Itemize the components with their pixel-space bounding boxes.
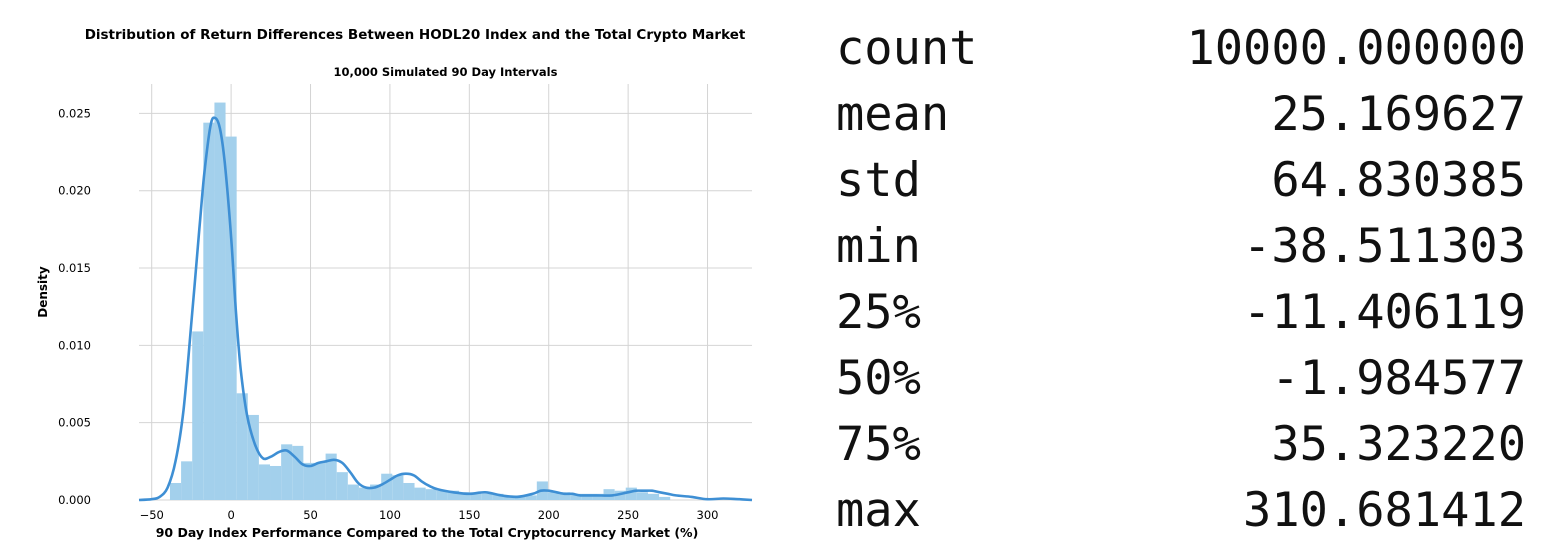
stat-value: 35.323220 (1271, 417, 1526, 472)
stat-value: -1.984577 (1271, 351, 1526, 406)
x-tick-label: 150 (458, 508, 480, 522)
histogram-bar (214, 102, 226, 500)
x-tick-label: 300 (697, 508, 719, 522)
histogram-bar (481, 493, 493, 500)
histogram-bar (370, 484, 382, 500)
histogram-bar (281, 444, 293, 500)
histogram-bar (392, 475, 404, 500)
stats-row: 75% 35.323220 (836, 412, 1526, 478)
histogram-bar (325, 453, 337, 500)
histogram-bar (414, 487, 426, 500)
summary-statistics-table: count 10000.000000 mean 25.169627 std 64.8303… (836, 16, 1526, 544)
histogram-bar (492, 493, 504, 500)
y-tick-label: 0.025 (58, 106, 91, 120)
histogram-bar (292, 445, 304, 500)
histogram-bar (425, 489, 437, 500)
chart-subtitle: 10,000 Simulated 90 Day Intervals (333, 65, 558, 79)
histogram-bar (258, 464, 271, 500)
stats-row: max 310.681412 (836, 478, 1526, 544)
y-axis-label: Density (36, 266, 50, 318)
stats-row: 50% -1.984577 (836, 346, 1526, 412)
stat-value: -38.511303 (1243, 219, 1526, 274)
stats-row: mean 25.169627 (836, 82, 1526, 148)
histogram-bar (225, 136, 237, 500)
stat-label: 75% (836, 417, 921, 472)
histogram-bar (347, 484, 359, 500)
x-tick-label: −50 (140, 508, 164, 522)
histogram-bar (636, 492, 648, 500)
histogram-bar (547, 492, 560, 500)
x-axis-label: 90 Day Index Performance Compared to the… (156, 525, 699, 540)
histogram-bar (336, 472, 348, 500)
stats-row: std 64.830385 (836, 148, 1526, 214)
x-tick-label: 0 (227, 508, 234, 522)
histogram-bar (581, 493, 593, 500)
x-tick-label: 200 (538, 508, 560, 522)
histogram-bar (169, 482, 182, 500)
y-axis-ticks: 0.000 0.005 0.010 0.015 0.020 0.025 (58, 106, 91, 507)
histogram-bar (525, 495, 537, 500)
x-axis-ticks: −50 0 50 100 150 200 250 300 (140, 508, 719, 522)
stat-label: count (836, 21, 978, 76)
x-tick-label: 250 (617, 508, 639, 522)
y-tick-label: 0.020 (58, 184, 91, 198)
histogram-bar (458, 492, 471, 500)
histogram-bar (659, 496, 671, 500)
y-tick-label: 0.000 (58, 493, 91, 507)
histogram-bar (403, 482, 415, 500)
stat-value: 310.681412 (1243, 483, 1526, 538)
x-tick-label: 50 (303, 508, 318, 522)
histogram-bar (314, 462, 326, 500)
histogram-bar (436, 490, 448, 500)
y-tick-label: 0.005 (58, 416, 91, 430)
stat-label: max (836, 483, 921, 538)
kde-curve-line (138, 116, 753, 502)
histogram-bar (203, 122, 215, 500)
histogram-bar (358, 487, 371, 500)
histogram-bar (247, 414, 259, 500)
stat-label: mean (836, 87, 950, 142)
stat-value: 10000.000000 (1186, 21, 1526, 76)
histogram-bar (181, 461, 193, 500)
histogram-bar (192, 331, 204, 500)
stats-row: 25% -11.406119 (836, 280, 1526, 346)
y-tick-label: 0.010 (58, 338, 91, 352)
histogram-bar (470, 492, 482, 500)
histogram-bar (559, 492, 571, 500)
stat-label: 25% (836, 285, 921, 340)
histogram-bar (303, 462, 315, 500)
stats-row: count 10000.000000 (836, 16, 1526, 82)
histogram-bars (169, 102, 671, 500)
histogram-bar (614, 490, 626, 500)
x-tick-label: 100 (379, 508, 401, 522)
y-tick-label: 0.015 (58, 261, 91, 275)
histogram-bar (236, 393, 248, 500)
histogram-chart: −50 0 50 100 150 200 250 300 0.0000.0050.0100.0… (36, 84, 753, 540)
histogram-bar (592, 493, 604, 500)
histogram-bar (625, 487, 637, 500)
histogram-bar (570, 493, 582, 500)
stats-row: min -38.511303 (836, 214, 1526, 280)
histogram-bar (270, 465, 282, 500)
histogram-bar (447, 490, 459, 500)
histogram-bar (647, 493, 660, 500)
chart-title: Distribution of Return Differences Betwe… (84, 27, 746, 43)
stat-label: std (836, 153, 921, 208)
histogram-bar (381, 473, 393, 500)
stat-value: -11.406119 (1243, 285, 1526, 340)
stat-label: min (836, 219, 921, 274)
stat-value: 25.169627 (1271, 87, 1526, 142)
stat-value: 64.830385 (1271, 153, 1526, 208)
stat-label: 50% (836, 351, 921, 406)
